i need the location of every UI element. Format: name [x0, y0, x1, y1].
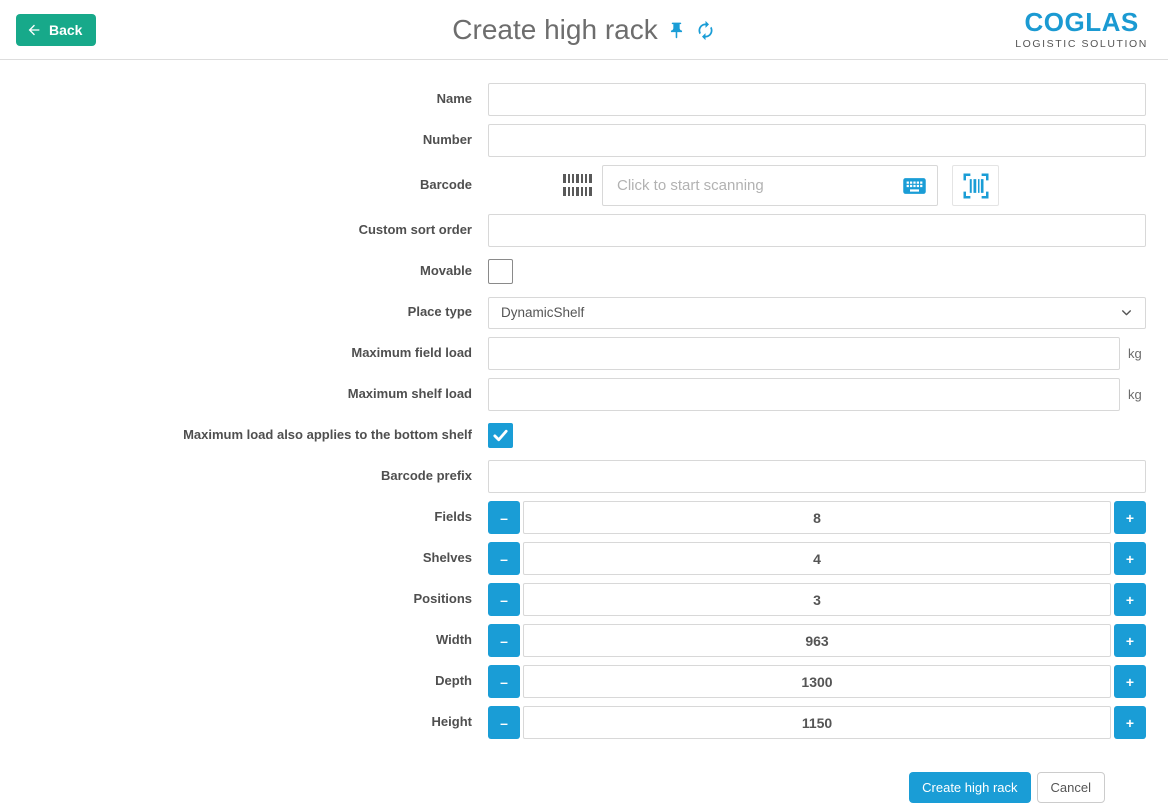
row-shelves: Shelves – + [0, 542, 1146, 575]
barcode-prefix-label: Barcode prefix [380, 468, 472, 484]
maximum-load-bottom-shelf-label: Maximum load also applies to the bottom … [183, 427, 472, 443]
fields-label: Fields [434, 509, 472, 525]
depth-label: Depth [435, 673, 472, 689]
back-arrow-icon [26, 22, 42, 38]
height-label: Height [431, 714, 472, 730]
shelves-label: Shelves [422, 550, 472, 566]
number-label: Number [422, 132, 472, 148]
row-barcode: Barcode [0, 165, 1146, 206]
logo-brand-text: COGLAS [1024, 7, 1139, 37]
maximum-field-load-unit: kg [1128, 346, 1142, 361]
depth-stepper: – + [488, 665, 1146, 698]
check-icon [492, 427, 509, 444]
height-stepper: – + [488, 706, 1146, 739]
barcode-scan-input[interactable] [602, 165, 938, 206]
custom-sort-order-label: Custom sort order [358, 222, 472, 238]
height-value-input[interactable] [523, 706, 1111, 739]
movable-label: Movable [419, 263, 472, 279]
maximum-shelf-load-label: Maximum shelf load [347, 386, 472, 402]
fields-value-input[interactable] [523, 501, 1111, 534]
title-area: Create high rack [0, 0, 1168, 60]
row-place-type: Place type DynamicShelf [0, 296, 1146, 329]
barcode-scan-icon [961, 171, 991, 201]
header: Back Create high rack COGLAS LOGISTIC SO… [0, 0, 1168, 60]
width-value-input[interactable] [523, 624, 1111, 657]
row-width: Width – + [0, 624, 1146, 657]
barcode-icon [563, 174, 593, 197]
custom-sort-order-input[interactable] [488, 214, 1146, 247]
row-depth: Depth – + [0, 665, 1146, 698]
create-high-rack-form: Name Number Barcode [0, 60, 1168, 803]
movable-checkbox[interactable] [488, 259, 513, 284]
barcode-prefix-input[interactable] [488, 460, 1146, 493]
maximum-field-load-label: Maximum field load [351, 345, 472, 361]
width-increment-button[interactable]: + [1114, 624, 1146, 657]
row-positions: Positions – + [0, 583, 1146, 616]
row-barcode-prefix: Barcode prefix [0, 460, 1146, 493]
row-maximum-load-bottom-shelf: Maximum load also applies to the bottom … [0, 419, 1146, 452]
fields-stepper: – + [488, 501, 1146, 534]
height-decrement-button[interactable]: – [488, 706, 520, 739]
positions-stepper: – + [488, 583, 1146, 616]
height-increment-button[interactable]: + [1114, 706, 1146, 739]
row-custom-sort-order: Custom sort order [0, 214, 1146, 247]
depth-decrement-button[interactable]: – [488, 665, 520, 698]
place-type-label: Place type [407, 304, 472, 320]
maximum-shelf-load-input[interactable] [488, 378, 1120, 411]
shelves-increment-button[interactable]: + [1114, 542, 1146, 575]
pin-icon[interactable] [667, 21, 686, 40]
row-maximum-field-load: Maximum field load kg [0, 337, 1146, 370]
positions-label: Positions [413, 591, 472, 607]
barcode-scan-button[interactable] [952, 165, 999, 206]
number-input[interactable] [488, 124, 1146, 157]
row-maximum-shelf-load: Maximum shelf load kg [0, 378, 1146, 411]
row-name: Name [0, 83, 1146, 116]
depth-value-input[interactable] [523, 665, 1111, 698]
positions-increment-button[interactable]: + [1114, 583, 1146, 616]
depth-increment-button[interactable]: + [1114, 665, 1146, 698]
row-fields: Fields – + [0, 501, 1146, 534]
positions-value-input[interactable] [523, 583, 1111, 616]
chevron-down-icon [1120, 306, 1133, 319]
page-title: Create high rack [452, 14, 658, 45]
shelves-value-input[interactable] [523, 542, 1111, 575]
barcode-label: Barcode [419, 177, 472, 193]
back-button-label: Back [49, 22, 83, 38]
width-label: Width [436, 632, 472, 648]
form-footer: Create high rack Cancel [0, 747, 1146, 803]
fields-decrement-button[interactable]: – [488, 501, 520, 534]
shelves-stepper: – + [488, 542, 1146, 575]
row-height: Height – + [0, 706, 1146, 739]
width-decrement-button[interactable]: – [488, 624, 520, 657]
refresh-icon[interactable] [695, 20, 716, 41]
cancel-button[interactable]: Cancel [1036, 772, 1105, 803]
coglas-logo: COGLAS LOGISTIC SOLUTION [1015, 7, 1148, 51]
back-button[interactable]: Back [16, 14, 97, 46]
place-type-selected-value: DynamicShelf [501, 305, 585, 320]
row-movable: Movable [0, 255, 1146, 288]
place-type-select[interactable]: DynamicShelf [488, 296, 1146, 329]
row-number: Number [0, 124, 1146, 157]
name-input[interactable] [488, 83, 1146, 116]
maximum-load-bottom-shelf-checkbox[interactable] [488, 423, 513, 448]
width-stepper: – + [488, 624, 1146, 657]
create-high-rack-button[interactable]: Create high rack [909, 772, 1031, 803]
positions-decrement-button[interactable]: – [488, 583, 520, 616]
shelves-decrement-button[interactable]: – [488, 542, 520, 575]
maximum-field-load-input[interactable] [488, 337, 1120, 370]
fields-increment-button[interactable]: + [1114, 501, 1146, 534]
maximum-shelf-load-unit: kg [1128, 387, 1142, 402]
name-label: Name [436, 91, 472, 107]
keyboard-icon[interactable] [901, 172, 928, 199]
logo-tagline-text: LOGISTIC SOLUTION [1015, 38, 1148, 51]
